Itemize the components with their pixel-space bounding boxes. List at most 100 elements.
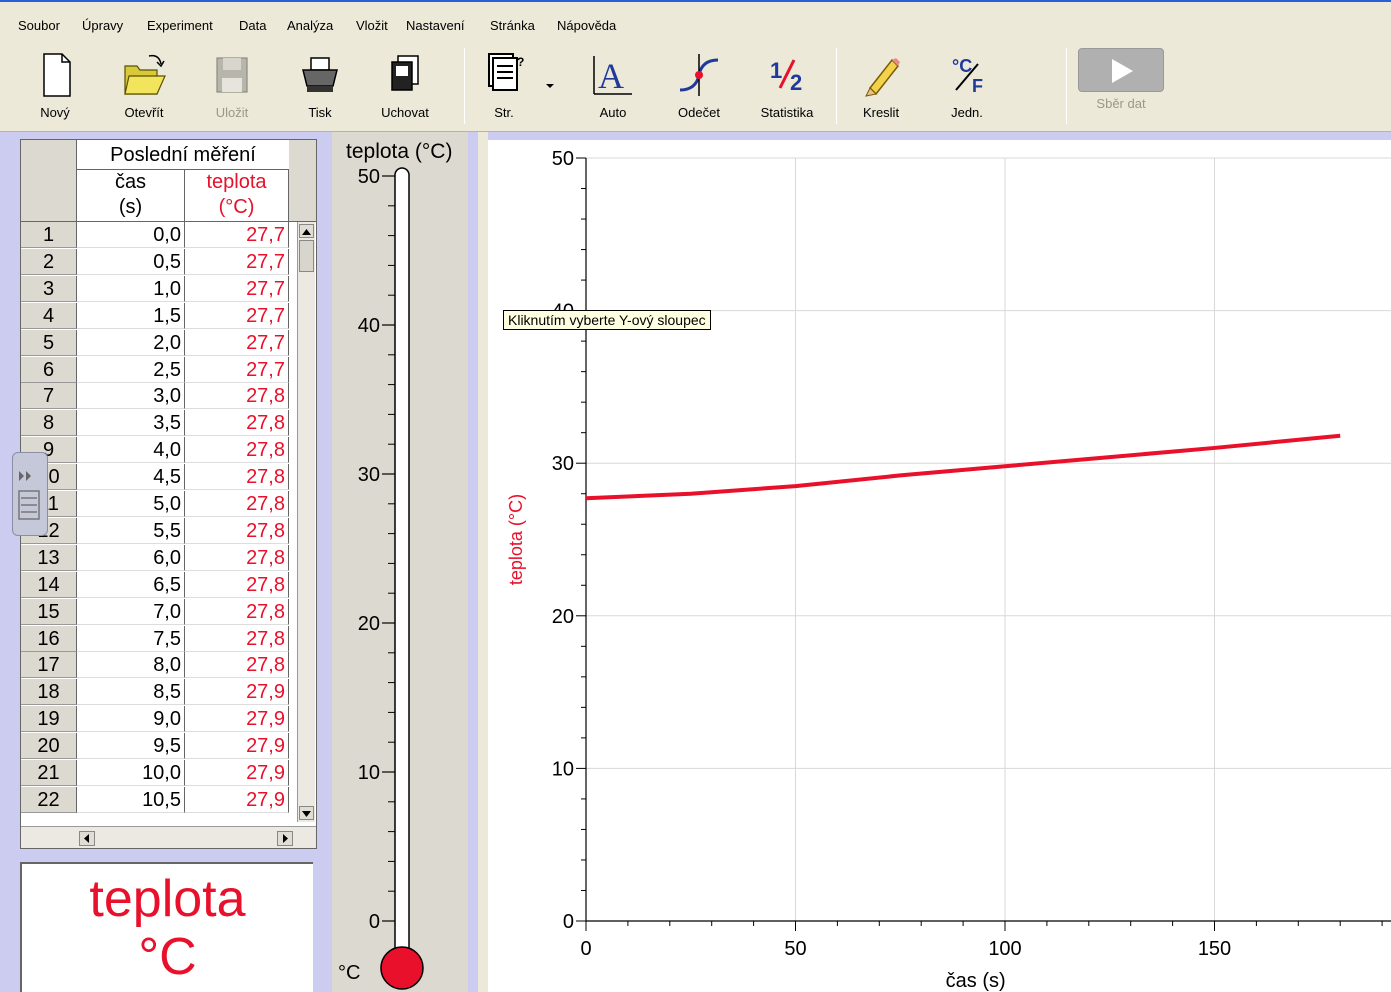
temperature-cell[interactable]: 27,8 (185, 598, 289, 625)
time-cell[interactable]: 10,0 (77, 760, 185, 786)
collect-button[interactable]: Sběr dat (1072, 44, 1170, 128)
row-number[interactable]: 8 (21, 410, 77, 437)
temperature-cell[interactable]: 27,8 (185, 625, 289, 652)
menu-edit[interactable]: Úpravy (82, 18, 124, 33)
time-cell[interactable]: 3,0 (77, 383, 185, 410)
time-cell[interactable]: 1,0 (77, 275, 185, 302)
menu-insert[interactable]: Vložit (356, 18, 388, 33)
temperature-series-line[interactable] (585, 433, 1341, 501)
temperature-cell[interactable]: 27,8 (185, 491, 289, 517)
open-button[interactable]: Otevřít (110, 44, 178, 128)
menu-data[interactable]: Data (239, 18, 267, 33)
page-button[interactable]: ? Str. (474, 44, 534, 128)
row-number[interactable]: 5 (21, 329, 77, 356)
temperature-cell[interactable]: 27,7 (185, 302, 289, 329)
temperature-cell[interactable]: 27,8 (185, 571, 289, 598)
temperature-cell[interactable]: 27,7 (185, 356, 289, 383)
time-cell[interactable]: 9,0 (77, 706, 185, 733)
row-number[interactable]: 1 (21, 222, 77, 248)
temperature-cell[interactable]: 27,8 (185, 517, 289, 544)
row-number[interactable]: 18 (21, 679, 77, 706)
examine-button[interactable]: Odečet (664, 44, 734, 128)
time-cell[interactable]: 8,0 (77, 652, 185, 679)
temperature-cell[interactable]: 27,7 (185, 329, 289, 356)
x-axis-label[interactable]: čas (s) (946, 970, 1006, 992)
temperature-cell[interactable]: 27,7 (185, 275, 289, 302)
units-button[interactable]: °C F Jedn. (934, 44, 1000, 128)
row-number[interactable]: 7 (21, 383, 77, 410)
temperature-cell[interactable]: 27,8 (185, 544, 289, 571)
menu-page[interactable]: Stránka (490, 18, 535, 33)
print-button[interactable]: Tisk (288, 44, 352, 128)
row-number[interactable]: 15 (21, 598, 77, 625)
row-number[interactable]: 13 (21, 544, 77, 571)
row-number[interactable]: 20 (21, 733, 77, 760)
menu-analysis[interactable]: Analýza (287, 18, 334, 33)
row-number[interactable]: 4 (21, 302, 77, 329)
row-number[interactable]: 16 (21, 625, 77, 652)
save-button[interactable]: Uložit (200, 44, 264, 128)
new-button[interactable]: Nový (24, 44, 86, 128)
page-dropdown[interactable] (540, 44, 560, 128)
time-cell[interactable]: 4,0 (77, 437, 185, 464)
time-cell[interactable]: 4,5 (77, 464, 185, 491)
statistics-button[interactable]: 1 2 Statistika (748, 44, 826, 128)
time-cell[interactable]: 0,0 (77, 222, 185, 248)
scroll-thumb[interactable] (299, 240, 314, 272)
temperature-cell[interactable]: 27,8 (185, 383, 289, 410)
time-cell[interactable]: 3,5 (77, 410, 185, 437)
row-number[interactable]: 2 (21, 248, 77, 275)
time-cell[interactable]: 9,5 (77, 733, 185, 760)
temperature-graph[interactable]: 01020304050050100150čas (s)teplota (°C) (488, 132, 1391, 992)
temperature-cell[interactable]: 27,8 (185, 464, 289, 491)
time-cell[interactable]: 5,5 (77, 517, 185, 544)
store-button[interactable]: Uchovat (368, 44, 442, 128)
y-axis-label[interactable]: teplota (°C) (506, 494, 526, 585)
autoscale-button[interactable]: A Auto (584, 44, 642, 128)
column-header-time[interactable]: čas (s) (77, 170, 185, 222)
time-cell[interactable]: 7,0 (77, 598, 185, 625)
row-number[interactable]: 22 (21, 786, 77, 813)
row-number[interactable]: 21 (21, 760, 77, 786)
time-cell[interactable]: 10,5 (77, 786, 185, 813)
time-cell[interactable]: 8,5 (77, 679, 185, 706)
menu-help[interactable]: Nápověda (557, 18, 617, 33)
temperature-cell[interactable]: 27,9 (185, 733, 289, 760)
temperature-cell[interactable]: 27,8 (185, 410, 289, 437)
menu-file[interactable]: Soubor (18, 18, 60, 33)
scroll-down-button[interactable] (299, 806, 314, 820)
time-cell[interactable]: 5,0 (77, 491, 185, 517)
vertical-scrollbar[interactable] (297, 222, 315, 822)
menu-experiment[interactable]: Experiment (147, 18, 213, 33)
time-cell[interactable]: 6,5 (77, 571, 185, 598)
temperature-cell[interactable]: 27,9 (185, 760, 289, 786)
horizontal-scrollbar[interactable] (21, 826, 316, 848)
time-cell[interactable]: 7,5 (77, 625, 185, 652)
scroll-left-button[interactable] (79, 831, 95, 846)
side-panel-handle[interactable] (12, 452, 48, 536)
scroll-right-button[interactable] (277, 831, 293, 846)
time-cell[interactable]: 6,0 (77, 544, 185, 571)
row-number[interactable]: 14 (21, 571, 77, 598)
draw-button[interactable]: Kreslit (846, 44, 916, 128)
dataset-name[interactable]: Poslední měření (77, 140, 289, 170)
row-number[interactable]: 6 (21, 356, 77, 383)
temperature-cell[interactable]: 27,9 (185, 706, 289, 733)
row-number[interactable]: 17 (21, 652, 77, 679)
temperature-cell[interactable]: 27,7 (185, 222, 289, 248)
time-cell[interactable]: 2,5 (77, 356, 185, 383)
temperature-cell[interactable]: 27,9 (185, 679, 289, 706)
time-cell[interactable]: 0,5 (77, 248, 185, 275)
temperature-cell[interactable]: 27,8 (185, 652, 289, 679)
row-number[interactable]: 3 (21, 275, 77, 302)
temperature-cell[interactable]: 27,9 (185, 786, 289, 813)
time-cell[interactable]: 2,0 (77, 329, 185, 356)
row-number[interactable]: 19 (21, 706, 77, 733)
floppy-disk-icon (216, 57, 248, 93)
menu-settings[interactable]: Nastavení (406, 18, 465, 33)
temperature-cell[interactable]: 27,7 (185, 248, 289, 275)
time-cell[interactable]: 1,5 (77, 302, 185, 329)
temperature-cell[interactable]: 27,8 (185, 437, 289, 464)
column-header-temperature[interactable]: teplota (°C) (185, 170, 289, 222)
scroll-up-button[interactable] (299, 224, 314, 238)
